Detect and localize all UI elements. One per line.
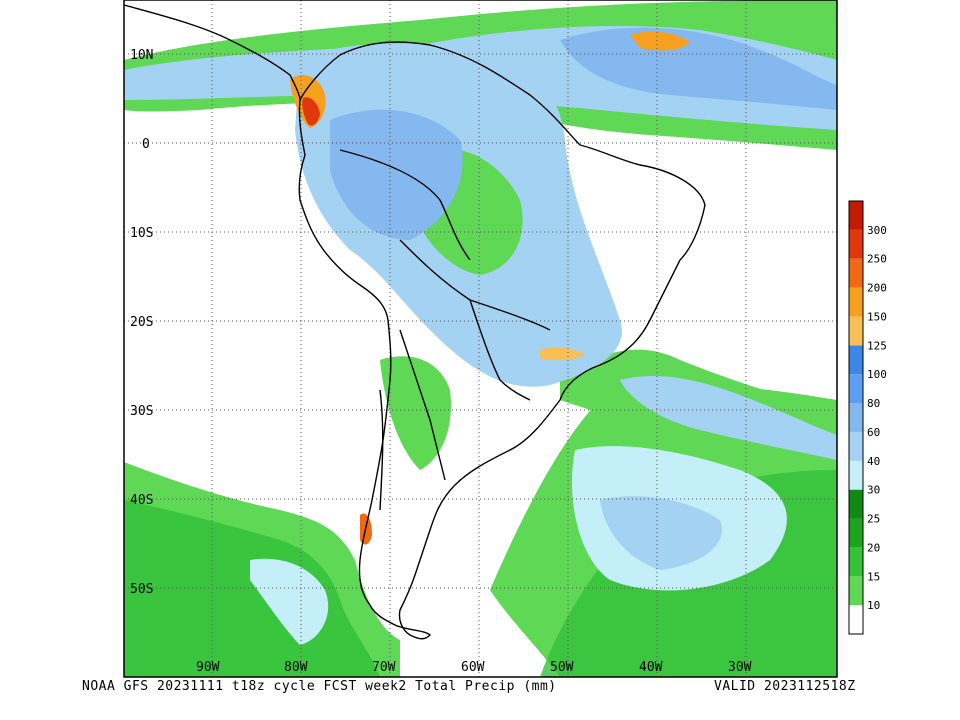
colorbar-bin: [849, 258, 863, 288]
colorbar-bin: [849, 229, 863, 259]
colorbar-bin: [849, 316, 863, 346]
colorbar-label: 200: [867, 282, 887, 295]
precip-field-andes-green: [380, 356, 451, 470]
colorbar-label: 10: [867, 599, 880, 612]
precip-max-brazil: [540, 347, 585, 361]
colorbar-bin: [849, 345, 863, 375]
central-america-coast: [123, 4, 301, 101]
precip-field-amazon-deep: [330, 109, 463, 240]
lon-label-60w: 60W: [461, 660, 485, 675]
colorbar-bin: [849, 547, 863, 577]
lat-label-10s: 10S: [130, 226, 153, 241]
precip-patch-atlantic-blue: [600, 496, 722, 570]
lat-label-50s: 50S: [130, 582, 153, 597]
valid-time-text: VALID 2023112518Z: [714, 679, 856, 694]
lon-label-30w: 30W: [728, 660, 752, 675]
colorbar-label: 250: [867, 253, 887, 266]
lon-label-70w: 70W: [372, 660, 396, 675]
south-america-coast: [298, 41, 706, 640]
colorbar-label: 40: [867, 455, 880, 468]
colorbar-bin: [849, 374, 863, 404]
lat-labels: 10N 0 10S 20S 30S 40S 50S: [130, 48, 153, 597]
colorbar-bin: [849, 431, 863, 461]
colorbar-frame: [848, 200, 864, 635]
border-line-5: [379, 389, 384, 511]
colorbar-bin: [849, 201, 863, 230]
border-line-3: [469, 299, 531, 401]
precip-field: [124, 0, 837, 677]
colorbar-label: 300: [867, 224, 887, 237]
precip-band-itcz-deep: [560, 27, 837, 110]
colorbar-label: 80: [867, 397, 880, 410]
coastlines: [123, 4, 706, 640]
colorbar-label: 20: [867, 541, 880, 554]
colorbar-bin: [849, 605, 863, 634]
lat-label-10n: 10N: [130, 48, 153, 63]
colorbar: 10 15 20 25 30 40 60 80 100 125 150 200 250 300: [848, 200, 887, 635]
colorbar-bin: [849, 576, 863, 606]
colorbar-bin: [849, 518, 863, 548]
precip-patch-pacific-light: [250, 558, 329, 645]
lat-label-30s: 30S: [130, 404, 153, 419]
lat-label-40s: 40S: [130, 493, 153, 508]
lon-labels: 90W 80W 70W 60W 50W 40W 30W: [196, 660, 752, 675]
colorbar-bin: [849, 287, 863, 317]
colorbar-label: 30: [867, 484, 880, 497]
plot-border: [123, 0, 838, 678]
colorbar-label: 25: [867, 513, 880, 526]
precip-max-colombia-core: [302, 97, 320, 126]
precip-max-itcz: [630, 31, 690, 51]
precip-band-sacz-blue: [620, 375, 837, 460]
border-line-4: [399, 329, 446, 481]
lon-label-50w: 50W: [550, 660, 574, 675]
colorbar-bin: [849, 403, 863, 432]
colorbar-label: 15: [867, 570, 880, 583]
lat-label-20s: 20S: [130, 315, 153, 330]
lat-label-0: 0: [142, 137, 150, 152]
lon-label-90w: 90W: [196, 660, 220, 675]
colorbar-label: 150: [867, 310, 887, 323]
colorbar-label: 125: [867, 339, 887, 352]
map-grid: [124, 0, 837, 677]
colorbar-label: 100: [867, 368, 887, 381]
colorbar-bin: [849, 489, 863, 519]
border-line-1: [339, 149, 471, 261]
lon-label-80w: 80W: [284, 660, 308, 675]
colorbar-label: 60: [867, 426, 880, 439]
colorbar-bin: [849, 460, 863, 490]
lon-label-40w: 40W: [639, 660, 663, 675]
run-info-text: NOAA GFS 20231111 t18z cycle FCST week2 …: [82, 679, 557, 694]
